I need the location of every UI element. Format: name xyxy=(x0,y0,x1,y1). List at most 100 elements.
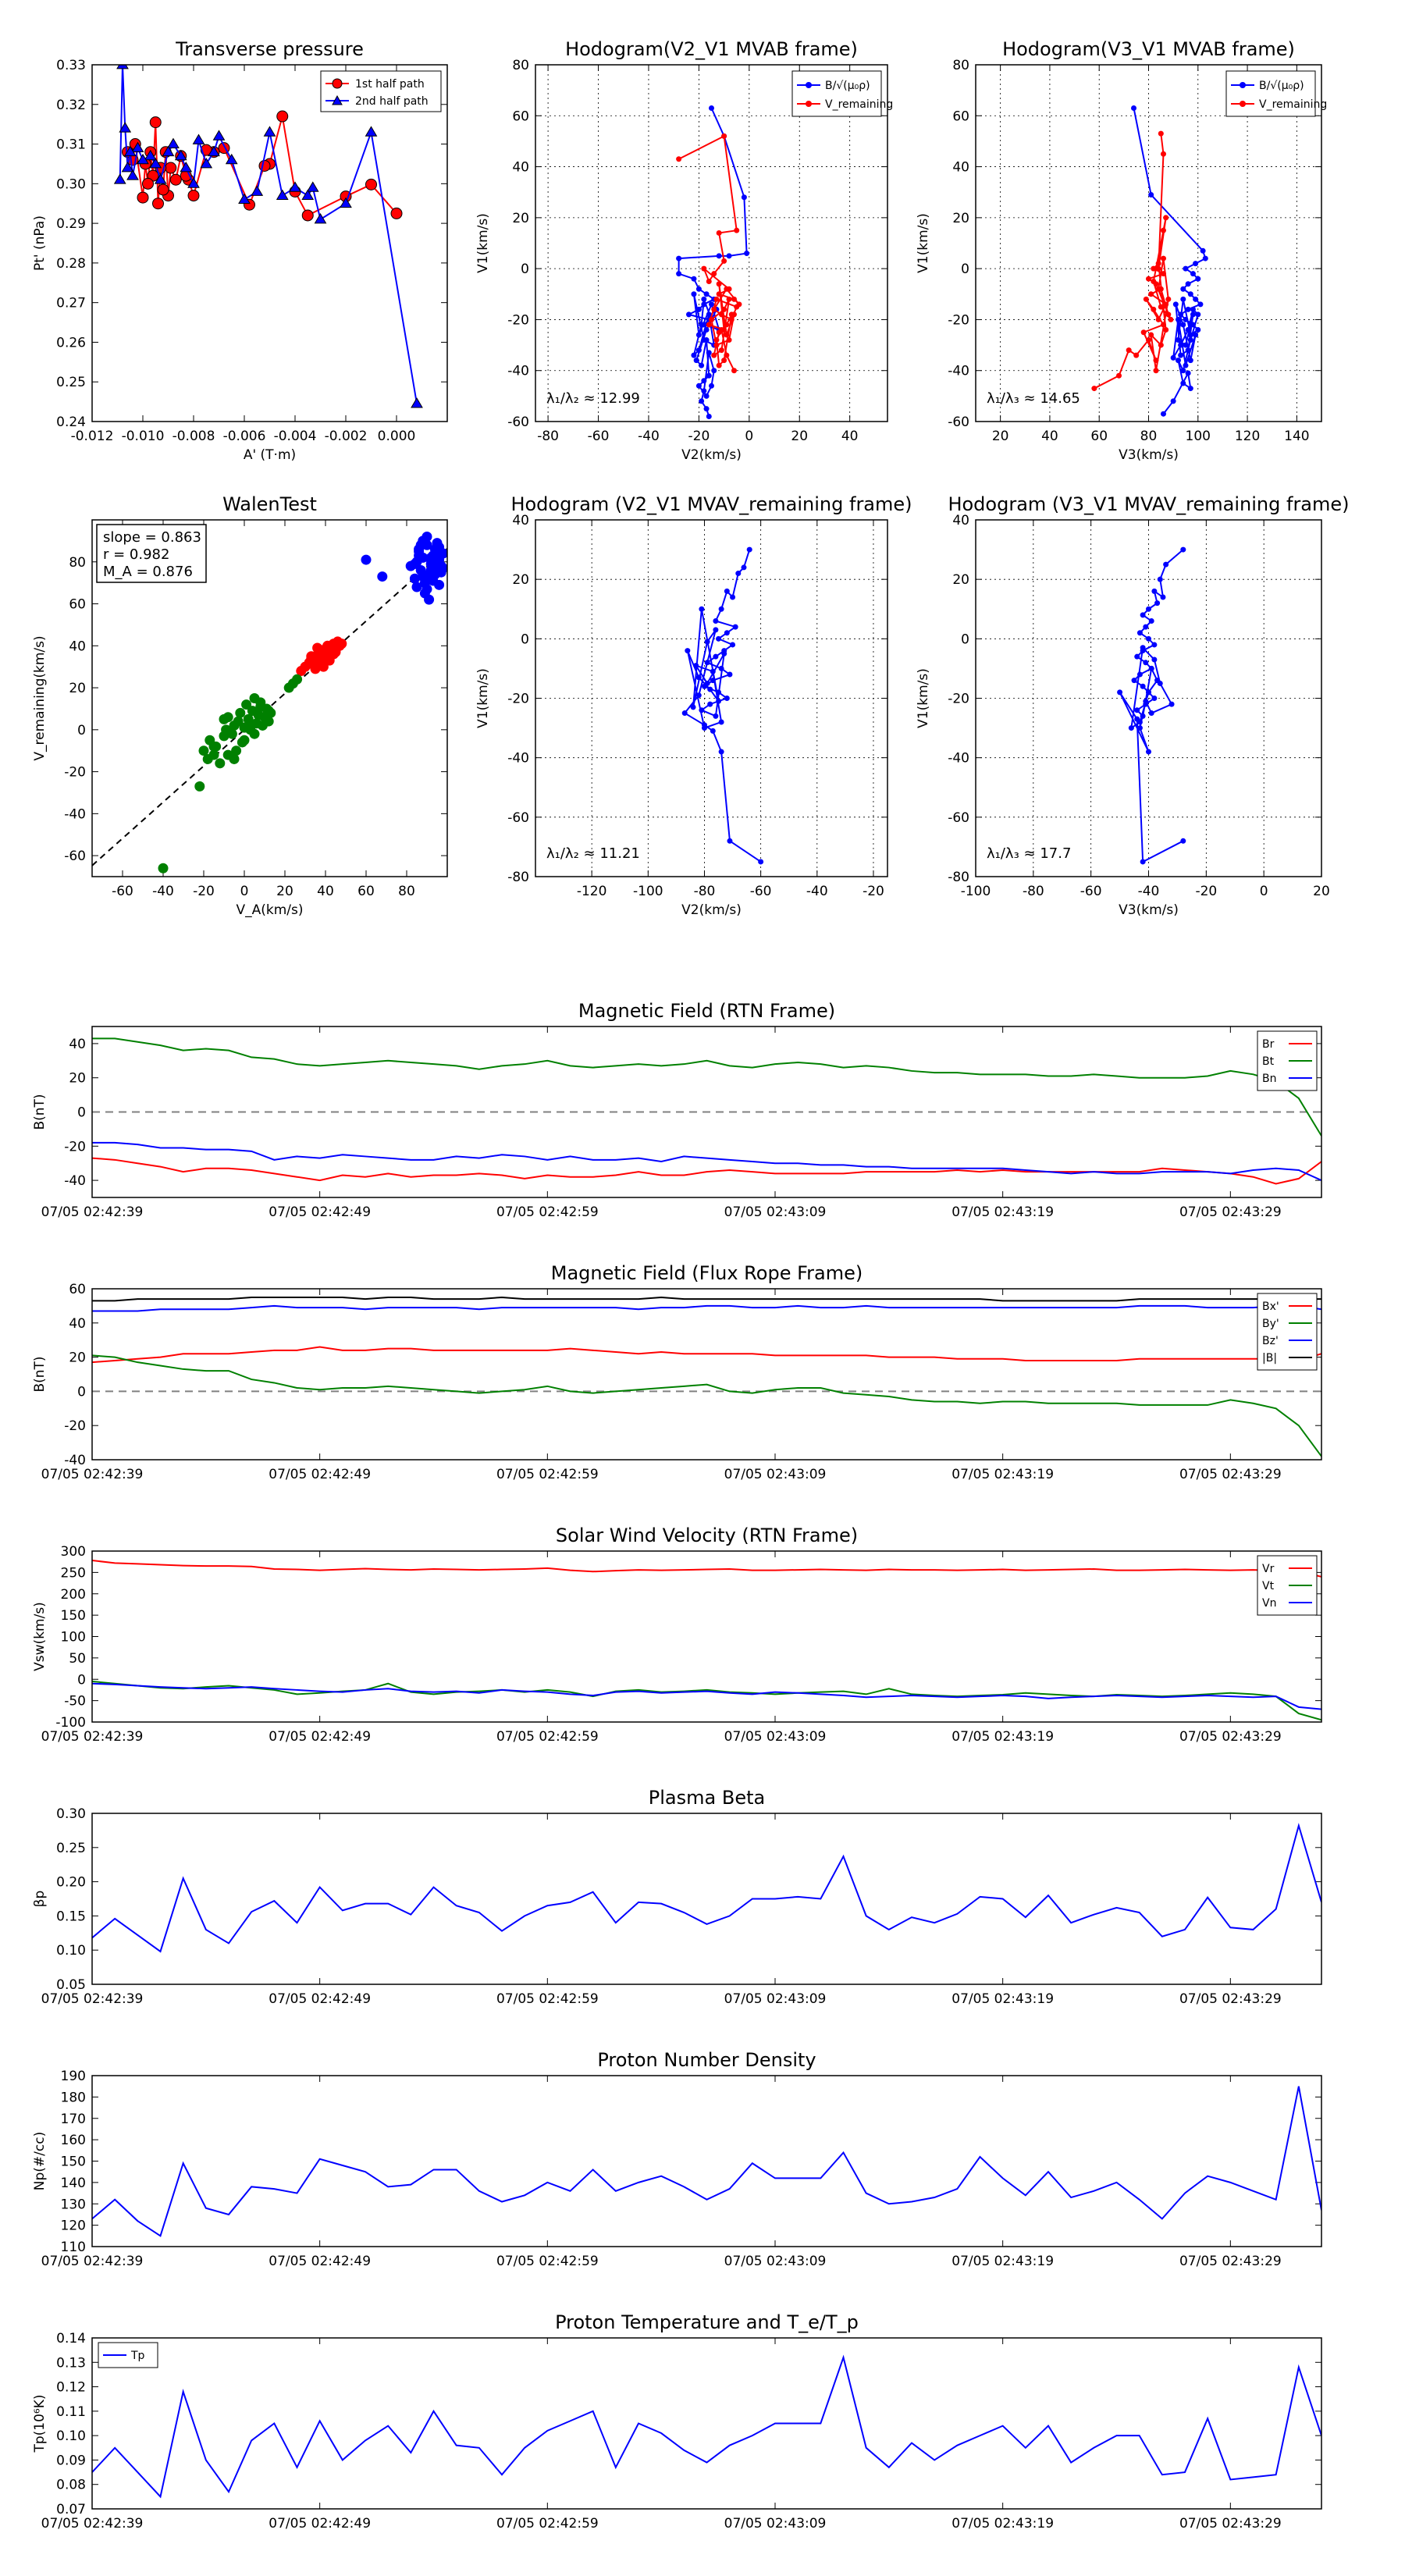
data-point xyxy=(200,157,213,169)
data-point xyxy=(721,133,727,139)
timeseries-vsw: 07/05 02:42:39 07/05 02:42:49 07/05 02:42:… xyxy=(32,1525,1322,1745)
x-tick-label: 07/05 02:43:29 xyxy=(1179,1729,1282,1745)
data-point xyxy=(411,582,422,592)
data-point xyxy=(724,352,730,358)
data-point xyxy=(709,301,714,308)
data-point xyxy=(718,347,724,354)
y-tick-label: 0.28 xyxy=(56,256,86,272)
plot-frame xyxy=(91,1550,1322,1723)
data-point xyxy=(137,153,149,165)
x-tick-label: 20 xyxy=(992,429,1009,444)
chart-title: Hodogram (V3_V1 MVAV_remaining frame) xyxy=(948,493,1349,515)
y-tick-label: 0.05 xyxy=(56,1977,86,1993)
data-point xyxy=(165,162,177,174)
data-point xyxy=(718,719,724,725)
data-point xyxy=(706,311,712,318)
data-point xyxy=(1143,624,1149,630)
data-point xyxy=(414,544,425,555)
y-tick-label: -40 xyxy=(507,751,529,767)
chart-pt: -0.012 -0.010 -0.008 -0.006 -0.004 -0.002 0.00… xyxy=(32,38,448,463)
plot-area xyxy=(92,2086,1321,2237)
y-tick-label: -20 xyxy=(507,312,529,328)
x-tick-label: -40 xyxy=(1138,884,1160,899)
y-tick-label: 40 xyxy=(952,513,969,528)
data-point xyxy=(701,296,707,302)
data-point xyxy=(158,863,169,873)
y-tick-label: -60 xyxy=(948,810,969,826)
x-axis-label: V2(km/s) xyxy=(681,447,742,463)
data-point xyxy=(710,728,716,734)
data-point xyxy=(1178,342,1184,348)
y-tick-label: 0.25 xyxy=(56,375,86,390)
series-line-Vn xyxy=(92,1682,1321,1710)
data-point xyxy=(704,680,710,686)
data-point xyxy=(1193,332,1199,338)
data-point xyxy=(377,571,388,582)
x-axis-label: V_A(km/s) xyxy=(236,902,303,918)
data-point xyxy=(1158,342,1164,348)
y-tick-label: 60 xyxy=(69,597,86,613)
data-point xyxy=(1178,352,1184,358)
y-tick-label: 0.09 xyxy=(56,2453,86,2468)
data-point xyxy=(734,304,740,310)
data-point xyxy=(324,655,335,666)
data-point xyxy=(1193,261,1199,267)
data-point xyxy=(180,162,193,173)
data-point xyxy=(1091,386,1097,392)
chart-title: Magnetic Field (Flux Rope Frame) xyxy=(551,1262,863,1284)
plot-area xyxy=(113,65,423,408)
data-point xyxy=(289,181,301,192)
fit-line xyxy=(92,548,447,866)
x-tick-label: 07/05 02:42:49 xyxy=(269,1467,371,1482)
series-line-Br xyxy=(92,1157,1321,1185)
stats-text: slope = 0.863 xyxy=(103,529,201,546)
data-point xyxy=(1146,337,1151,343)
y-tick-label: 0.24 xyxy=(56,415,86,430)
plot-area xyxy=(1117,546,1186,865)
legend-label: |B| xyxy=(1262,1352,1277,1364)
x-tick-label: 07/05 02:42:59 xyxy=(496,2254,599,2269)
legend-label: V_remaining xyxy=(1259,98,1327,111)
plot-frame xyxy=(91,519,448,877)
data-point xyxy=(438,563,447,574)
y-tick-label: 130 xyxy=(61,2197,86,2212)
x-tick-label: -100 xyxy=(961,884,991,899)
x-tick-label: 07/05 02:43:19 xyxy=(951,2254,1054,2269)
data-point xyxy=(162,145,175,157)
plot-frame xyxy=(91,2075,1322,2247)
data-point xyxy=(718,665,724,671)
data-point xyxy=(239,735,250,745)
chart-title: WalenTest xyxy=(222,493,317,515)
data-point xyxy=(691,291,697,297)
data-point xyxy=(119,122,132,133)
eigen-ratio-annotation: λ₁/λ₃ ≈ 14.65 xyxy=(987,390,1080,407)
data-point xyxy=(142,177,154,190)
data-point xyxy=(706,322,712,328)
data-point xyxy=(1168,316,1174,322)
data-point xyxy=(706,350,712,356)
data-point xyxy=(167,137,180,148)
series-blue xyxy=(361,532,447,605)
data-point xyxy=(306,181,319,192)
chart-h1: -80 -60 -40 -20 0 20 40 -60 -40 -20 0 20 40 60 80 Hodog… xyxy=(475,38,893,463)
legend-label: B/√(μ₀ρ) xyxy=(1259,80,1304,92)
data-point xyxy=(1170,398,1176,404)
data-point xyxy=(1148,665,1154,671)
x-tick-label: -20 xyxy=(863,884,884,899)
x-tick-label: 07/05 02:43:09 xyxy=(724,2516,827,2532)
y-tick-label: 20 xyxy=(512,572,529,588)
y-tick-label: 0.20 xyxy=(56,1875,86,1891)
data-point xyxy=(1180,322,1186,328)
data-point xyxy=(711,306,717,312)
data-point xyxy=(1151,588,1158,594)
x-tick-label: 40 xyxy=(317,884,334,899)
data-point xyxy=(1170,354,1176,361)
x-tick-label: 0 xyxy=(240,884,249,899)
data-point xyxy=(301,209,314,222)
data-point xyxy=(1168,701,1175,707)
y-tick-label: 60 xyxy=(512,109,529,124)
series-line-By xyxy=(92,1354,1321,1457)
data-point xyxy=(1158,130,1164,137)
data-point xyxy=(716,229,722,236)
series-line xyxy=(119,65,418,404)
